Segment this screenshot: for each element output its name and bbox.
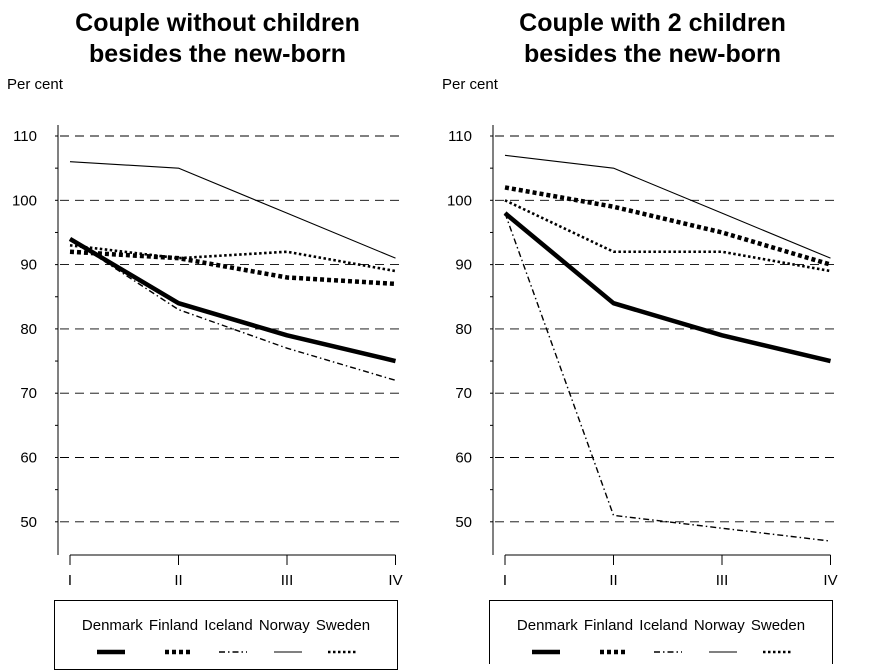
chart-panel-left: Couple without children besides the new-… xyxy=(0,0,435,670)
x-tick-label: IV xyxy=(823,572,837,589)
series-line-denmark xyxy=(68,236,397,364)
x-tick-label: I xyxy=(68,572,72,589)
legend-names: Denmark Finland Iceland Norway Sweden xyxy=(55,617,397,634)
legend-label-iceland: Iceland xyxy=(639,617,688,634)
series-line-denmark xyxy=(503,211,832,364)
series-line-norway xyxy=(504,154,831,259)
y-tick-label: 50 xyxy=(455,514,472,531)
chart-title-line-1: Couple without children xyxy=(75,9,360,37)
legend-label-norway: Norway xyxy=(258,617,310,634)
y-axis-label: Per cent xyxy=(442,76,498,93)
legend-label-sweden: Sweden xyxy=(315,617,371,634)
legend: Denmark Finland Iceland Norway Sweden xyxy=(54,600,398,670)
chart-title-line-2: besides the new-born xyxy=(524,40,781,68)
y-tick-label: 70 xyxy=(20,385,37,402)
y-tick-label: 90 xyxy=(20,257,37,274)
chart-title-line-1: Couple with 2 children xyxy=(519,9,786,37)
y-tick-label: 110 xyxy=(13,128,37,145)
series-line-finland xyxy=(69,249,396,287)
x-tick-label: I xyxy=(503,572,507,589)
y-tick-label: 60 xyxy=(455,450,472,467)
series-line-sweden xyxy=(504,199,831,273)
legend-label-norway: Norway xyxy=(693,617,745,634)
legend-swatches xyxy=(97,649,356,655)
legend-swatches xyxy=(532,649,791,655)
y-tick-label: 90 xyxy=(455,257,472,274)
y-tick-label: 70 xyxy=(455,385,472,402)
chart-title: Couple with 2 children besides the new-b… xyxy=(435,8,870,70)
chart-panel-right: Couple with 2 children besides the new-b… xyxy=(435,0,870,664)
x-tick-label: II xyxy=(609,572,617,589)
x-tick-label: III xyxy=(281,572,294,589)
legend-label-sweden: Sweden xyxy=(750,617,806,634)
y-tick-label: 100 xyxy=(12,192,37,209)
legend-label-denmark: Denmark xyxy=(516,617,578,634)
y-tick-label: 100 xyxy=(447,192,472,209)
series-line-iceland xyxy=(69,238,396,382)
x-tick-label: II xyxy=(174,572,182,589)
y-tick-label: 80 xyxy=(455,321,472,338)
series-line-norway xyxy=(69,161,396,259)
chart-title: Couple without children besides the new-… xyxy=(0,8,435,70)
y-tick-label: 80 xyxy=(20,321,37,338)
series-line-iceland xyxy=(504,212,831,542)
y-tick-label: 110 xyxy=(448,128,472,145)
x-tick-label: IV xyxy=(388,572,402,589)
y-tick-label: 60 xyxy=(20,450,37,467)
legend: Denmark Finland Iceland Norway Sweden xyxy=(489,600,833,664)
y-tick-label: 50 xyxy=(20,514,37,531)
chart-title-line-2: besides the new-born xyxy=(89,40,346,68)
y-axis-label: Per cent xyxy=(7,76,63,93)
legend-label-finland: Finland xyxy=(583,617,634,634)
legend-names: Denmark Finland Iceland Norway Sweden xyxy=(490,617,832,634)
legend-label-iceland: Iceland xyxy=(204,617,253,634)
x-tick-label: III xyxy=(716,572,729,589)
legend-label-denmark: Denmark xyxy=(81,617,143,634)
legend-label-finland: Finland xyxy=(148,617,199,634)
